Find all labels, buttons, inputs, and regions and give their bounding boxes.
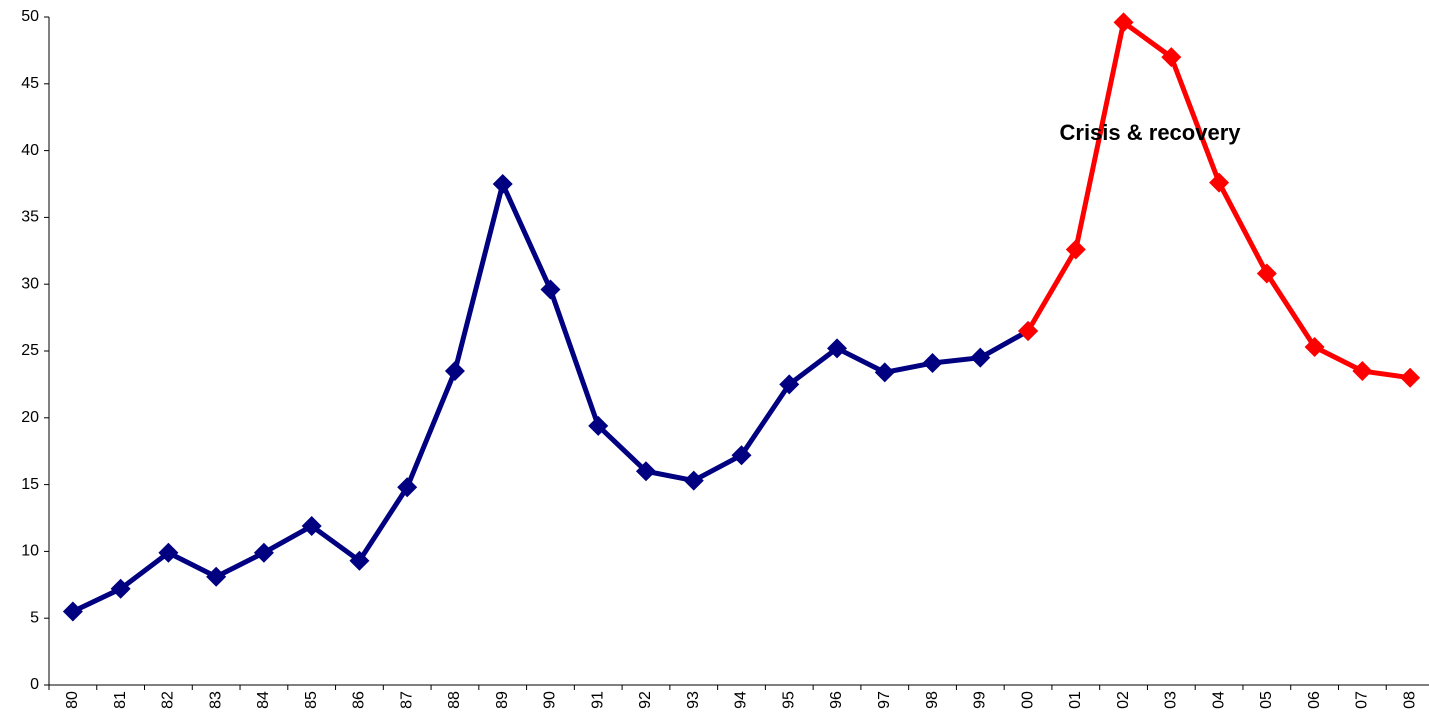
y-tick-label: 40 <box>21 142 39 159</box>
marker <box>683 470 704 491</box>
x-tick-label: 03 <box>1163 691 1180 709</box>
y-tick-label: 50 <box>21 8 39 25</box>
x-tick-label: 80 <box>64 691 81 709</box>
marker <box>253 542 274 563</box>
marker <box>874 362 895 383</box>
x-tick-label: 06 <box>1306 691 1323 709</box>
x-tick-label: 01 <box>1067 691 1084 709</box>
y-tick-label: 25 <box>21 342 39 359</box>
marker <box>970 347 991 368</box>
marker <box>1209 172 1230 193</box>
y-tick-label: 35 <box>21 209 39 226</box>
x-tick-label: 92 <box>637 691 654 709</box>
x-tick-label: 88 <box>446 691 463 709</box>
marker <box>635 461 656 482</box>
marker <box>1352 361 1373 382</box>
marker <box>301 516 322 537</box>
marker <box>1018 320 1039 341</box>
x-tick-label: 05 <box>1258 691 1275 709</box>
marker <box>444 361 465 382</box>
x-tick-label: 97 <box>876 691 893 709</box>
annotation: Crisis & recovery <box>1060 120 1242 145</box>
x-tick-label: 02 <box>1115 691 1132 709</box>
y-tick-label: 5 <box>30 609 39 626</box>
marker <box>349 550 370 571</box>
x-tick-label: 85 <box>303 691 320 709</box>
y-tick-label: 30 <box>21 275 39 292</box>
marker <box>1256 263 1277 284</box>
y-tick-label: 10 <box>21 543 39 560</box>
x-tick-label: 96 <box>828 691 845 709</box>
series-line <box>1025 19 1411 381</box>
marker <box>588 415 609 436</box>
y-tick-label: 15 <box>21 476 39 493</box>
x-tick-label: 82 <box>160 691 177 709</box>
x-tick-label: 07 <box>1354 691 1371 709</box>
x-tick-label: 83 <box>207 691 224 709</box>
y-tick-label: 45 <box>21 75 39 92</box>
x-tick-label: 81 <box>112 691 129 709</box>
x-tick-label: 00 <box>1019 691 1036 709</box>
marker <box>158 542 179 563</box>
marker <box>1304 336 1325 357</box>
marker <box>1400 367 1421 388</box>
marker <box>540 279 561 300</box>
y-tick-label: 0 <box>30 676 39 693</box>
x-tick-label: 99 <box>972 691 989 709</box>
x-tick-label: 87 <box>398 691 415 709</box>
marker <box>922 353 943 374</box>
marker <box>397 477 418 498</box>
x-tick-label: 08 <box>1401 691 1418 709</box>
x-tick-label: 90 <box>542 691 559 709</box>
marker <box>62 601 83 622</box>
x-tick-label: 89 <box>494 691 511 709</box>
x-tick-label: 94 <box>733 691 750 709</box>
marker <box>1161 47 1182 68</box>
marker <box>206 566 227 587</box>
marker <box>1113 12 1134 33</box>
x-tick-label: 84 <box>255 691 272 709</box>
y-tick-label: 20 <box>21 409 39 426</box>
marker <box>731 445 752 466</box>
marker <box>827 338 848 359</box>
series-line <box>71 181 1030 614</box>
x-tick-label: 93 <box>685 691 702 709</box>
marker <box>779 374 800 395</box>
marker <box>492 174 513 194</box>
marker <box>110 578 131 599</box>
x-tick-label: 95 <box>780 691 797 709</box>
x-tick-label: 91 <box>589 691 606 709</box>
x-tick-label: 98 <box>924 691 941 709</box>
marker <box>1065 239 1086 260</box>
x-tick-label: 86 <box>351 691 368 709</box>
x-tick-label: 04 <box>1210 691 1227 709</box>
